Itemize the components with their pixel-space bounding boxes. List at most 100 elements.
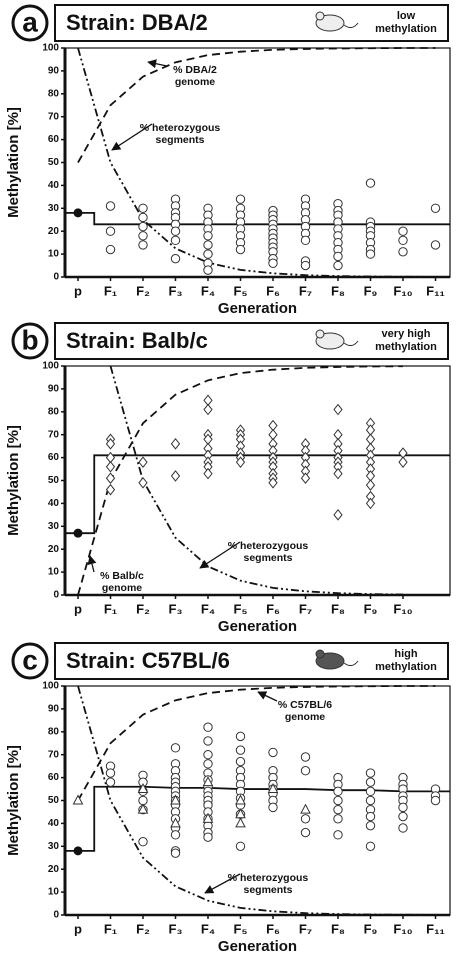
strain-note: methylation bbox=[375, 23, 437, 35]
data-point bbox=[334, 261, 342, 269]
panel-title: Strain: DBA/2 bbox=[66, 10, 208, 35]
data-point bbox=[236, 818, 245, 827]
y-tick-label: 90 bbox=[48, 66, 60, 77]
x-tick-label: F₈ bbox=[331, 601, 345, 616]
data-point bbox=[366, 842, 374, 850]
y-tick-label: 80 bbox=[48, 406, 60, 417]
data-point bbox=[106, 769, 114, 777]
data-point bbox=[431, 796, 439, 804]
figure: aStrain: DBA/2lowmethylation010203040506… bbox=[0, 0, 457, 955]
y-tick-label: 70 bbox=[48, 749, 60, 760]
data-point bbox=[366, 250, 374, 258]
data-point bbox=[334, 510, 342, 520]
data-point bbox=[334, 469, 342, 479]
x-tick-label: p bbox=[74, 601, 82, 616]
data-point bbox=[334, 405, 342, 415]
x-tick-label: F₂ bbox=[136, 921, 150, 936]
data-point bbox=[301, 805, 310, 814]
data-point bbox=[431, 204, 439, 212]
y-tick-label: 40 bbox=[48, 498, 60, 509]
data-point bbox=[334, 787, 342, 795]
x-tick-label: F₁ bbox=[104, 921, 117, 936]
x-tick-label: F₁₀ bbox=[393, 601, 412, 616]
data-point bbox=[236, 195, 244, 203]
annotation-text: segments bbox=[243, 552, 292, 564]
data-point bbox=[172, 471, 180, 481]
parent-marker bbox=[74, 208, 83, 217]
x-tick-label: F₄ bbox=[201, 921, 215, 936]
data-point bbox=[139, 241, 147, 249]
x-tick-label: F₂ bbox=[136, 601, 150, 616]
data-point bbox=[269, 748, 277, 756]
data-point bbox=[139, 838, 147, 846]
x-tick-label: F₆ bbox=[266, 601, 280, 616]
annotation-arrow bbox=[258, 692, 277, 701]
y-tick-label: 60 bbox=[48, 772, 60, 783]
x-tick-label: F₄ bbox=[201, 283, 215, 298]
data-point bbox=[74, 796, 83, 805]
x-tick-label: F₆ bbox=[266, 283, 280, 298]
data-point bbox=[204, 751, 212, 759]
strain-note: methylation bbox=[375, 341, 437, 353]
x-tick-label: F₈ bbox=[331, 283, 345, 298]
mean-line bbox=[65, 787, 450, 851]
data-point bbox=[204, 723, 212, 731]
panel-letter: c bbox=[22, 644, 38, 675]
data-point bbox=[334, 805, 342, 813]
x-tick-label: F₁₁ bbox=[426, 283, 445, 298]
data-point bbox=[399, 824, 407, 832]
genome-curve bbox=[78, 48, 436, 163]
y-tick-label: 50 bbox=[48, 157, 60, 168]
data-point bbox=[302, 473, 310, 483]
data-point bbox=[366, 778, 374, 786]
strain-note: high bbox=[394, 648, 417, 660]
data-point bbox=[204, 760, 212, 768]
y-axis-title: Methylation [%] bbox=[5, 745, 22, 856]
panel-letter: b bbox=[21, 324, 38, 355]
data-point bbox=[399, 227, 407, 235]
data-point bbox=[269, 259, 277, 267]
panel: bStrain: Balb/cvery highmethylation01020… bbox=[5, 323, 450, 635]
data-point bbox=[399, 803, 407, 811]
data-point bbox=[204, 405, 212, 415]
x-tick-label: F₁₁ bbox=[426, 921, 445, 936]
x-tick-label: F₆ bbox=[266, 921, 280, 936]
data-point bbox=[334, 815, 342, 823]
heterozygous-curve bbox=[78, 48, 436, 277]
x-tick-label: F₃ bbox=[169, 283, 183, 298]
plot-frame bbox=[65, 48, 450, 277]
y-tick-label: 10 bbox=[48, 567, 60, 578]
data-point bbox=[204, 266, 212, 274]
data-point bbox=[366, 769, 374, 777]
data-point bbox=[204, 469, 212, 479]
y-tick-label: 100 bbox=[42, 43, 59, 54]
data-point bbox=[399, 812, 407, 820]
mouse-ear bbox=[316, 12, 324, 20]
y-axis-title: Methylation [%] bbox=[5, 107, 22, 218]
parent-marker bbox=[74, 529, 83, 538]
y-tick-label: 90 bbox=[48, 704, 60, 715]
x-tick-label: F₉ bbox=[364, 601, 378, 616]
data-point bbox=[334, 252, 342, 260]
y-tick-label: 0 bbox=[53, 590, 59, 601]
data-point bbox=[204, 241, 212, 249]
annotation-arrow bbox=[90, 556, 94, 572]
x-tick-label: F₇ bbox=[299, 283, 312, 298]
data-point bbox=[139, 232, 147, 240]
y-tick-label: 20 bbox=[48, 864, 60, 875]
y-tick-label: 80 bbox=[48, 88, 60, 99]
data-point bbox=[139, 478, 147, 488]
annotation-text: % heterozygous bbox=[140, 122, 221, 134]
y-tick-label: 40 bbox=[48, 180, 60, 191]
data-point bbox=[301, 828, 309, 836]
y-tick-label: 70 bbox=[48, 429, 60, 440]
y-tick-label: 60 bbox=[48, 134, 60, 145]
data-point bbox=[106, 202, 114, 210]
data-point bbox=[399, 248, 407, 256]
data-point bbox=[366, 821, 374, 829]
data-point bbox=[204, 232, 212, 240]
y-tick-label: 40 bbox=[48, 818, 60, 829]
data-point bbox=[171, 831, 179, 839]
y-tick-label: 50 bbox=[48, 475, 60, 486]
